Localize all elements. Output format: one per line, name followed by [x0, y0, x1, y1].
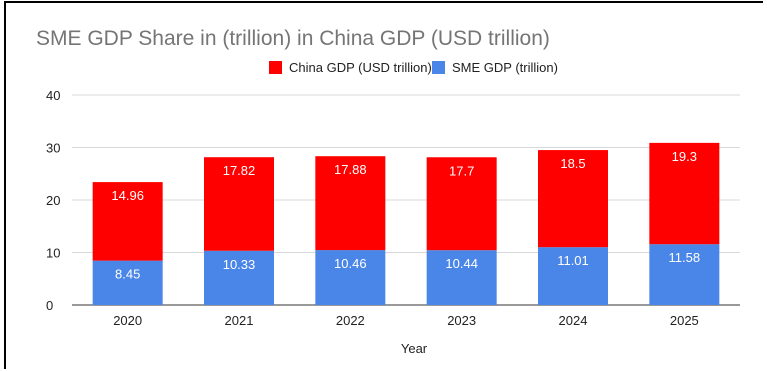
bar-china-2022	[315, 156, 386, 251]
data-label-china-2024: 18.5	[560, 156, 585, 171]
data-label-sme-2024: 11.01	[557, 253, 589, 268]
y-tick-label-20: 20	[46, 193, 60, 208]
bar-sme-2021	[204, 250, 274, 305]
x-tick-label-2025: 2025	[670, 313, 699, 328]
bar-china-2023	[426, 157, 497, 251]
x-tick-label-2020: 2020	[113, 313, 142, 328]
x-tick-label-2024: 2024	[559, 313, 588, 328]
bar-china-2024	[538, 150, 608, 248]
bar-china-2025	[649, 142, 720, 245]
data-label-china-2023: 17.7	[449, 163, 474, 178]
bar-sme-2022	[315, 250, 386, 305]
y-tick-label-0: 0	[46, 298, 53, 313]
bar-china-2020	[92, 182, 163, 261]
data-label-sme-2023: 10.44	[445, 256, 478, 271]
data-label-sme-2021: 10.33	[223, 257, 256, 272]
y-tick-label-30: 30	[46, 141, 60, 156]
y-tick-label-40: 40	[46, 88, 60, 103]
bar-sme-2024	[538, 247, 608, 305]
data-label-china-2025: 19.3	[672, 149, 697, 164]
bar-china-2021	[204, 157, 274, 251]
data-label-sme-2020: 8.45	[115, 267, 140, 282]
legend-item-china-gdp: China GDP (USD trillion)	[269, 60, 432, 75]
legend-label-china-gdp: China GDP (USD trillion)	[289, 60, 432, 75]
legend-label-sme-gdp: SME GDP (trillion)	[452, 60, 558, 75]
x-tick-label-2022: 2022	[336, 313, 365, 328]
bar-sme-2025	[649, 244, 720, 305]
data-label-sme-2022: 10.46	[334, 256, 367, 271]
bar-sme-2020	[92, 260, 163, 305]
y-tick-label-10: 10	[46, 246, 60, 261]
legend-item-sme-gdp: SME GDP (trillion)	[432, 60, 558, 75]
data-label-sme-2025: 11.58	[669, 250, 701, 265]
chart-title: SME GDP Share in (trillion) in China GDP…	[36, 27, 550, 50]
data-label-china-2021: 17.82	[223, 163, 256, 178]
x-tick-label-2023: 2023	[447, 313, 476, 328]
chart-legend: China GDP (USD trillion) SME GDP (trilli…	[0, 60, 767, 80]
bar-sme-2023	[426, 250, 497, 305]
x-tick-label-2021: 2021	[225, 313, 254, 328]
x-axis-title: Year	[401, 341, 428, 356]
data-label-china-2022: 17.88	[334, 162, 367, 177]
legend-swatch-sme-gdp	[432, 61, 445, 74]
data-label-china-2020: 14.96	[111, 188, 144, 203]
legend-swatch-china-gdp	[269, 61, 282, 74]
